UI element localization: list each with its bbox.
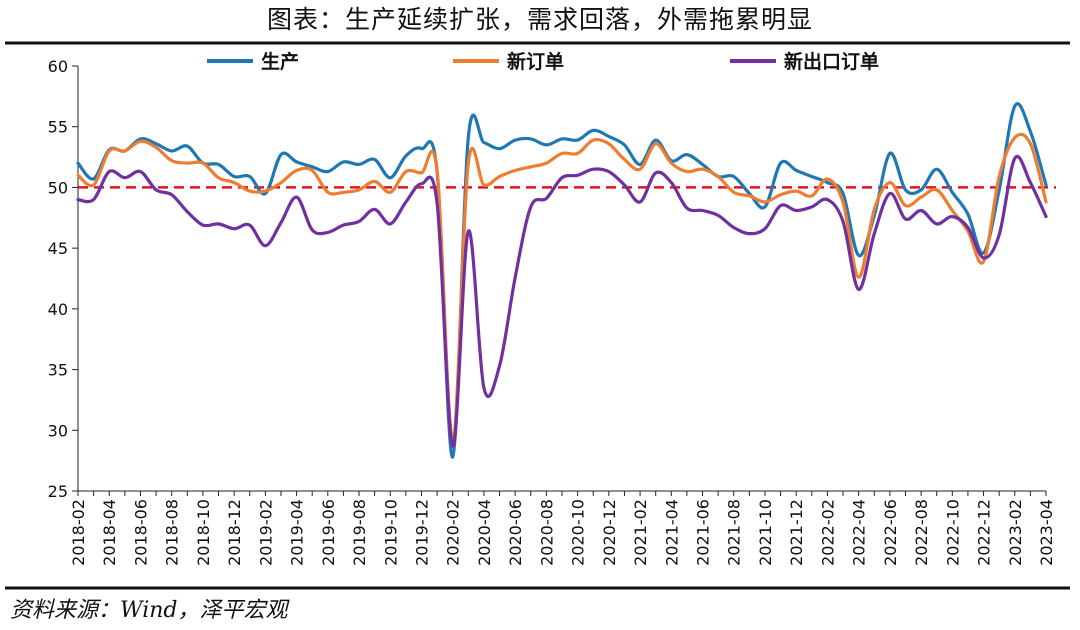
y-tick-label: 55 [48,118,68,137]
legend-label-3: 新出口订单 [784,50,879,73]
x-tick-label: 2019-04 [288,499,307,566]
y-tick-label: 35 [48,361,68,380]
x-tick-label: 2018-06 [131,499,150,566]
x-tick-label: 2019-08 [350,499,369,566]
x-tick-label: 2021-04 [662,499,681,566]
series-line-3 [76,154,1048,448]
y-tick-label: 25 [48,482,68,501]
x-tick-label: 2021-06 [694,499,713,566]
x-tick-label: 2022-10 [943,499,962,566]
x-tick-label: 2021-10 [756,499,775,566]
series-lines [76,102,1048,459]
x-tick-label: 2022-02 [818,499,837,566]
legend-label-1: 生产 [261,50,299,73]
x-tick-label: 2019-10 [381,499,400,566]
x-tick-label: 2018-08 [163,499,182,566]
x-tick-label: 2020-12 [600,499,619,566]
y-tick-label: 60 [48,57,68,76]
x-tick-label: 2019-12 [412,499,431,566]
x-tick-label: 2018-04 [100,499,119,566]
x-tick-label: 2021-02 [631,499,650,566]
x-tick-label: 2022-08 [912,499,931,566]
series-line-2 [76,132,1048,441]
x-tick-label: 2020-06 [506,499,525,566]
x-tick-label: 2023-04 [1037,499,1056,566]
x-tick-label: 2020-02 [444,499,463,566]
source-note: 资料来源：Wind，泽平宏观 [10,598,288,623]
chart-title: 图表：生产延续扩张，需求回落，外需拖累明显 [266,5,813,34]
legend-label-2: 新订单 [507,50,564,73]
x-tick-label: 2022-04 [850,499,869,566]
x-axis: 2018-02 2018-04 2018-06 2018-08 2018-10 2018-… [69,490,1056,566]
series-line-1 [76,102,1048,459]
y-tick-label: 40 [48,300,68,319]
x-tick-label: 2022-06 [881,499,900,566]
y-tick-label: 45 [48,239,68,258]
y-axis: 25 30 35 40 45 50 55 60 [48,57,79,501]
x-tick-label: 2018-12 [225,499,244,566]
x-tick-label: 2020-10 [569,499,588,566]
x-tick-label: 2022-12 [975,499,994,566]
x-tick-label: 2020-08 [537,499,556,566]
x-tick-label: 2019-02 [256,499,275,566]
y-tick-label: 30 [48,421,68,440]
x-tick-label: 2023-02 [1006,499,1025,566]
y-tick-label: 50 [48,178,68,197]
legend: 生产 新订单 新出口订单 [207,50,879,73]
x-tick-label: 2018-10 [194,499,213,566]
x-tick-label: 2021-12 [787,499,806,566]
x-tick-label: 2020-04 [475,499,494,566]
x-tick-label: 2021-08 [725,499,744,566]
x-tick-label: 2018-02 [69,499,88,566]
x-tick-label: 2019-06 [319,499,338,566]
